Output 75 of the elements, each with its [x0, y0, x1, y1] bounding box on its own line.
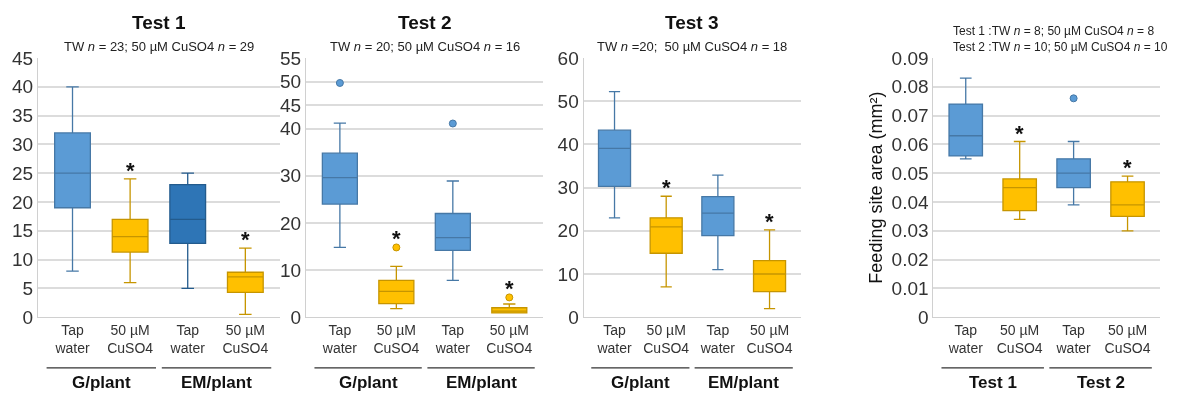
y-tick-label: 0	[290, 306, 302, 328]
text: G/plant	[72, 373, 131, 392]
annotation: *	[662, 175, 671, 200]
x-tick-label: 50 µM CuSO4	[1104, 322, 1151, 357]
y-tick-label: 20	[12, 191, 34, 213]
y-axis-title: Feeding site area (mm²)	[865, 91, 886, 284]
y-tick-label: 0.04	[891, 191, 930, 213]
text: EM/plant	[708, 373, 780, 392]
text: Test 2	[1077, 373, 1125, 392]
y-tick-label: 50	[557, 90, 579, 112]
y-tick-label: 40	[280, 118, 302, 140]
y-tick-label: 60	[557, 47, 579, 69]
y-tick-label: 10	[12, 249, 34, 271]
x-tick-label: Tap water	[54, 322, 90, 357]
x-tick-label: 50 µM CuSO4	[222, 322, 269, 357]
y-tick-label: 35	[12, 105, 34, 127]
x-tick-label: Tap water	[169, 322, 206, 357]
x-tick-label: Tap water	[699, 322, 736, 357]
x-tick-label: Tap water	[321, 322, 358, 357]
annotation: *	[392, 226, 401, 251]
y-tick-label: 50	[280, 71, 302, 93]
y-tick-label: 0.03	[891, 220, 929, 242]
y-tick-label: 30	[557, 177, 579, 199]
y-tick-label: 0.09	[891, 47, 929, 69]
y-tick-label: 30	[12, 134, 34, 156]
y-tick-label: 5	[22, 278, 34, 300]
y-tick-label: 40	[12, 76, 34, 98]
chart-subtitle: TW n = 23; 50 µM CuSO4 n = 29	[64, 39, 255, 54]
x-tick-label: Tap water	[434, 322, 471, 357]
x-tick-label: 50 µM CuSO4	[746, 322, 793, 357]
annotation: *	[1015, 121, 1024, 146]
chart-title: Test 2	[398, 12, 452, 33]
text: EM/plant	[446, 373, 518, 392]
y-tick-label: 0.06	[891, 134, 929, 156]
y-tick-label: 20	[280, 212, 302, 234]
annotation: *	[241, 227, 250, 252]
y-tick-label: 0	[918, 306, 929, 328]
text: G/plant	[339, 373, 398, 392]
y-tick-label: 55	[280, 47, 302, 69]
y-tick-label: 0.01	[891, 278, 929, 300]
text: Test 1	[969, 373, 1017, 392]
x-tick-label: Tap water	[1055, 322, 1092, 357]
chart-title: Test 3	[665, 12, 719, 33]
y-tick-label: 25	[12, 162, 34, 184]
annotation: *	[126, 158, 135, 183]
y-tick-label: 0	[22, 306, 34, 328]
y-tick-label: 10	[557, 263, 579, 285]
y-tick-label: 10	[280, 259, 302, 281]
y-tick-label: 45	[280, 94, 302, 116]
x-tick-label: 50 µM CuSO4	[107, 322, 154, 357]
y-tick-label: 15	[12, 220, 34, 242]
text: G/plant	[611, 373, 670, 392]
y-tick-label: 0	[568, 306, 579, 328]
x-tick-label: 50 µM CuSO4	[643, 322, 690, 357]
y-tick-label: 0.02	[891, 249, 929, 271]
chart-subtitle: TW n =20; 50 µM CuSO4 n = 18	[597, 39, 788, 54]
chart-subtitle: TW n = 20; 50 µM CuSO4 n = 16	[330, 39, 521, 54]
x-tick-label: Tap water	[596, 322, 632, 357]
x-tick-label: Tap water	[947, 322, 984, 357]
y-tick-label: 30	[280, 165, 302, 187]
x-tick-label: 50 µM CuSO4	[373, 322, 420, 357]
y-tick-label: 40	[557, 134, 579, 156]
chart-title: Test 1	[132, 12, 186, 33]
annotation: *	[765, 209, 774, 234]
text: Test 1 :TW n = 8; 50 µM CuSO4 n = 8 Test 2 :TW n = 10; 50 µM CuSO4 n = 10	[953, 24, 1168, 54]
annotation: *	[1123, 155, 1132, 180]
x-tick-label: 50 µM CuSO4	[486, 322, 533, 357]
text: EM/plant	[181, 373, 253, 392]
y-tick-label: 0.08	[891, 76, 929, 98]
x-tick-label: 50 µM CuSO4	[996, 322, 1043, 357]
annotation: *	[505, 276, 514, 301]
y-tick-label: 0.07	[891, 105, 929, 127]
y-tick-label: 20	[557, 220, 579, 242]
y-tick-label: 0.05	[891, 162, 929, 184]
y-tick-label: 45	[12, 47, 34, 69]
